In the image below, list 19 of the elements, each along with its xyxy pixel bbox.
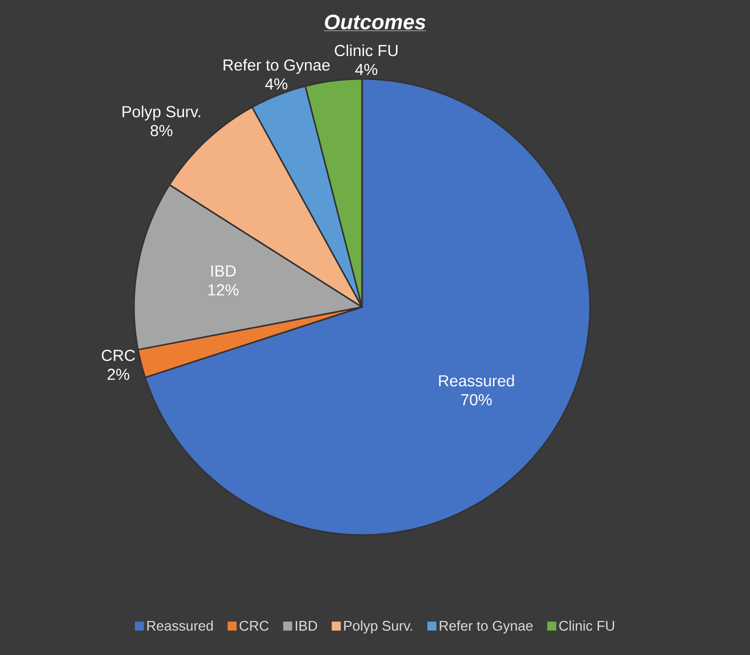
slice-label: Clinic FU <box>334 44 398 56</box>
legend-label: CRC <box>240 620 269 631</box>
legend-label: Polyp Surv. <box>344 620 412 634</box>
slice-label: Reassured <box>439 374 514 386</box>
slice-label: CRC <box>102 350 135 362</box>
data-label: 12% <box>208 284 239 296</box>
legend-label: Refer to Gynae <box>440 620 533 634</box>
slice-label: IBD <box>211 265 236 276</box>
legend-label: Clinic FU <box>559 620 614 631</box>
slice-label: Polyp Surv. <box>122 106 200 120</box>
data-label: 4% <box>265 78 288 90</box>
legend-label: IBD <box>296 620 318 631</box>
data-label: 2% <box>108 368 130 380</box>
data-label: 8% <box>150 124 172 136</box>
data-label: 4% <box>355 64 378 76</box>
legend-label: Reassured <box>147 620 213 631</box>
data-label: 70% <box>461 394 492 406</box>
chart-title: Outcomes <box>324 14 426 30</box>
slice-label: Refer to Gynae <box>224 58 330 74</box>
